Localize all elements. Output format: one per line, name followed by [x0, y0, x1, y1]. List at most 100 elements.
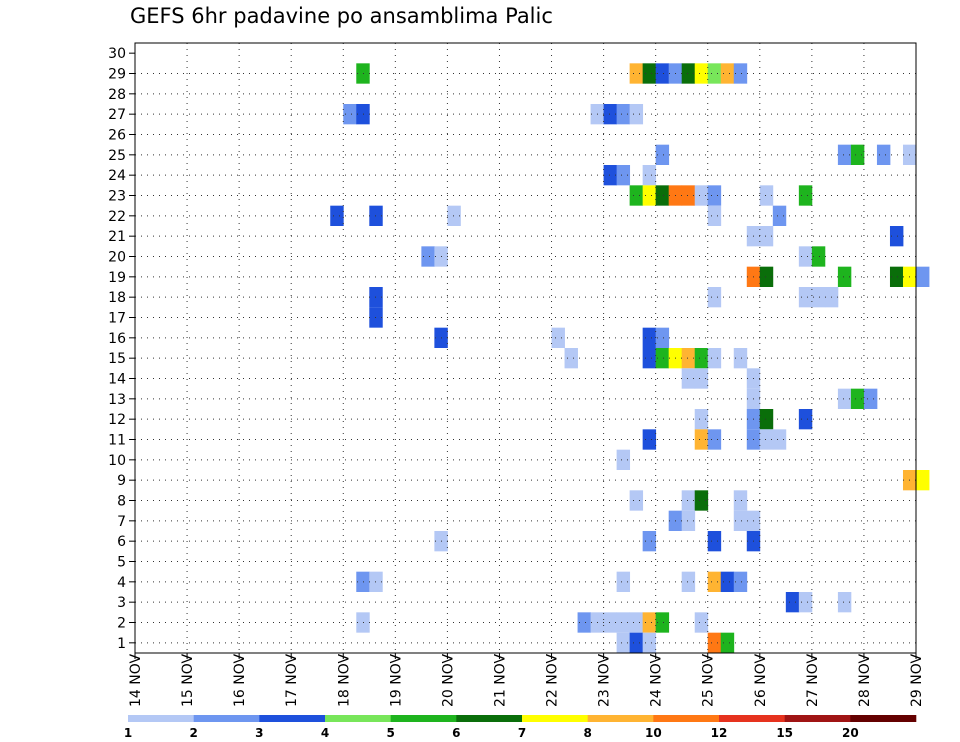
heatmap-cell	[369, 205, 383, 226]
heatmap-cell	[759, 409, 774, 430]
heatmap-cell	[798, 592, 813, 613]
heatmap-cell	[629, 632, 644, 653]
x-tick-label: 18 NOV	[336, 653, 352, 707]
y-tick-label: 25	[108, 148, 126, 164]
colorbar-label: 12	[711, 726, 728, 740]
colorbar-label: 2	[189, 726, 197, 740]
y-tick-label: 23	[108, 189, 126, 205]
heatmap-cell	[694, 429, 709, 450]
x-tick-label: 27 NOV	[805, 653, 821, 707]
heatmap-cell	[772, 205, 787, 226]
heatmap-cell	[889, 266, 904, 287]
heatmap-cell	[369, 307, 383, 328]
y-tick-label: 5	[117, 555, 126, 571]
colorbar-label: 20	[842, 726, 859, 740]
y-tick-label: 13	[108, 392, 126, 408]
chart-title: GEFS 6hr padavine po ansamblima Palic	[130, 4, 553, 28]
heatmap-cell	[642, 348, 657, 369]
heatmap-cell	[837, 592, 852, 613]
heatmap-cell	[629, 612, 644, 633]
heatmap-cell	[837, 144, 852, 165]
heatmap-cell	[759, 226, 774, 247]
colorbar-segment	[850, 715, 917, 722]
heatmap-cell	[889, 226, 904, 247]
heatmap-cell	[616, 571, 631, 592]
colorbar-label: 5	[386, 726, 394, 740]
x-tick-label: 25 NOV	[701, 653, 717, 707]
x-tick-label: 21 NOV	[492, 653, 508, 707]
heatmap-cell	[616, 449, 631, 470]
heatmap-cell	[616, 632, 631, 653]
heatmap-cell	[356, 612, 370, 633]
y-tick-label: 27	[108, 107, 126, 123]
heatmap-cell	[733, 490, 748, 511]
y-tick-label: 14	[108, 372, 126, 388]
colorbar-segment	[653, 715, 720, 722]
colorbar-label: 8	[583, 726, 591, 740]
heatmap-cell	[564, 348, 578, 369]
y-tick-label: 17	[108, 311, 126, 327]
heatmap-cell	[707, 63, 722, 84]
heatmap-cell	[369, 571, 383, 592]
heatmap-cell	[798, 185, 813, 206]
y-tick-label: 19	[108, 270, 126, 286]
heatmap-cell	[603, 165, 618, 186]
colorbar-segment	[456, 715, 523, 722]
colorbar-segment	[522, 715, 588, 722]
colorbar-label: 6	[452, 726, 460, 740]
x-tick-label: 19 NOV	[388, 653, 404, 707]
heatmap-cell	[629, 63, 644, 84]
heatmap-cell	[642, 612, 657, 633]
heatmap-cell	[642, 632, 657, 653]
x-tick-label: 29 NOV	[909, 653, 925, 707]
heatmap-cell	[837, 266, 852, 287]
heatmap-cell	[421, 246, 435, 267]
y-tick-label: 11	[108, 433, 126, 449]
heatmap-cell	[655, 144, 670, 165]
heatmap-cell	[720, 632, 735, 653]
heatmap-cell	[759, 429, 774, 450]
heatmap-cell	[655, 612, 670, 633]
heatmap-cell	[681, 571, 696, 592]
heatmap-cell	[616, 104, 631, 125]
heatmap-cell	[616, 165, 631, 186]
heatmap-cell	[343, 104, 357, 125]
x-tick-label: 28 NOV	[857, 653, 873, 707]
x-tick-label: 14 NOV	[128, 653, 144, 707]
heatmap-cell	[720, 571, 735, 592]
colorbar-label: 4	[321, 726, 329, 740]
heatmap-cell	[707, 632, 722, 653]
heatmap-cell	[733, 348, 748, 369]
heatmap-cell	[720, 63, 735, 84]
heatmap-cell	[356, 571, 370, 592]
cells-layer	[330, 63, 930, 653]
heatmap-cell	[837, 388, 852, 409]
heatmap-cell	[447, 205, 461, 226]
heatmap-cell	[707, 185, 722, 206]
heatmap-cell	[551, 327, 565, 348]
heatmap-cell	[681, 63, 696, 84]
y-tick-label: 24	[108, 168, 126, 184]
colorbar-segment	[128, 715, 194, 722]
heatmap-cell	[759, 266, 774, 287]
colorbar-segment	[784, 715, 851, 722]
heatmap-cell	[642, 63, 657, 84]
y-tick-label: 12	[108, 412, 126, 428]
colorbar-label: 7	[518, 726, 526, 740]
colorbar-segment	[325, 715, 391, 722]
colorbar-segment	[719, 715, 785, 722]
y-tick-label: 18	[108, 290, 126, 306]
y-tick-label: 22	[108, 209, 126, 225]
y-tick-label: 20	[108, 250, 126, 266]
heatmap-cell	[681, 348, 696, 369]
heatmap-cell	[642, 185, 657, 206]
y-tick-label: 10	[108, 453, 126, 469]
heatmap-cell	[694, 409, 709, 430]
heatmap-cell	[603, 104, 618, 125]
heatmap-cell	[356, 104, 370, 125]
y-tick-label: 6	[117, 534, 126, 550]
heatmap-cell	[850, 388, 865, 409]
heatmap-cell	[330, 205, 344, 226]
heatmap-cell	[798, 246, 813, 267]
heatmap-cell	[694, 185, 709, 206]
